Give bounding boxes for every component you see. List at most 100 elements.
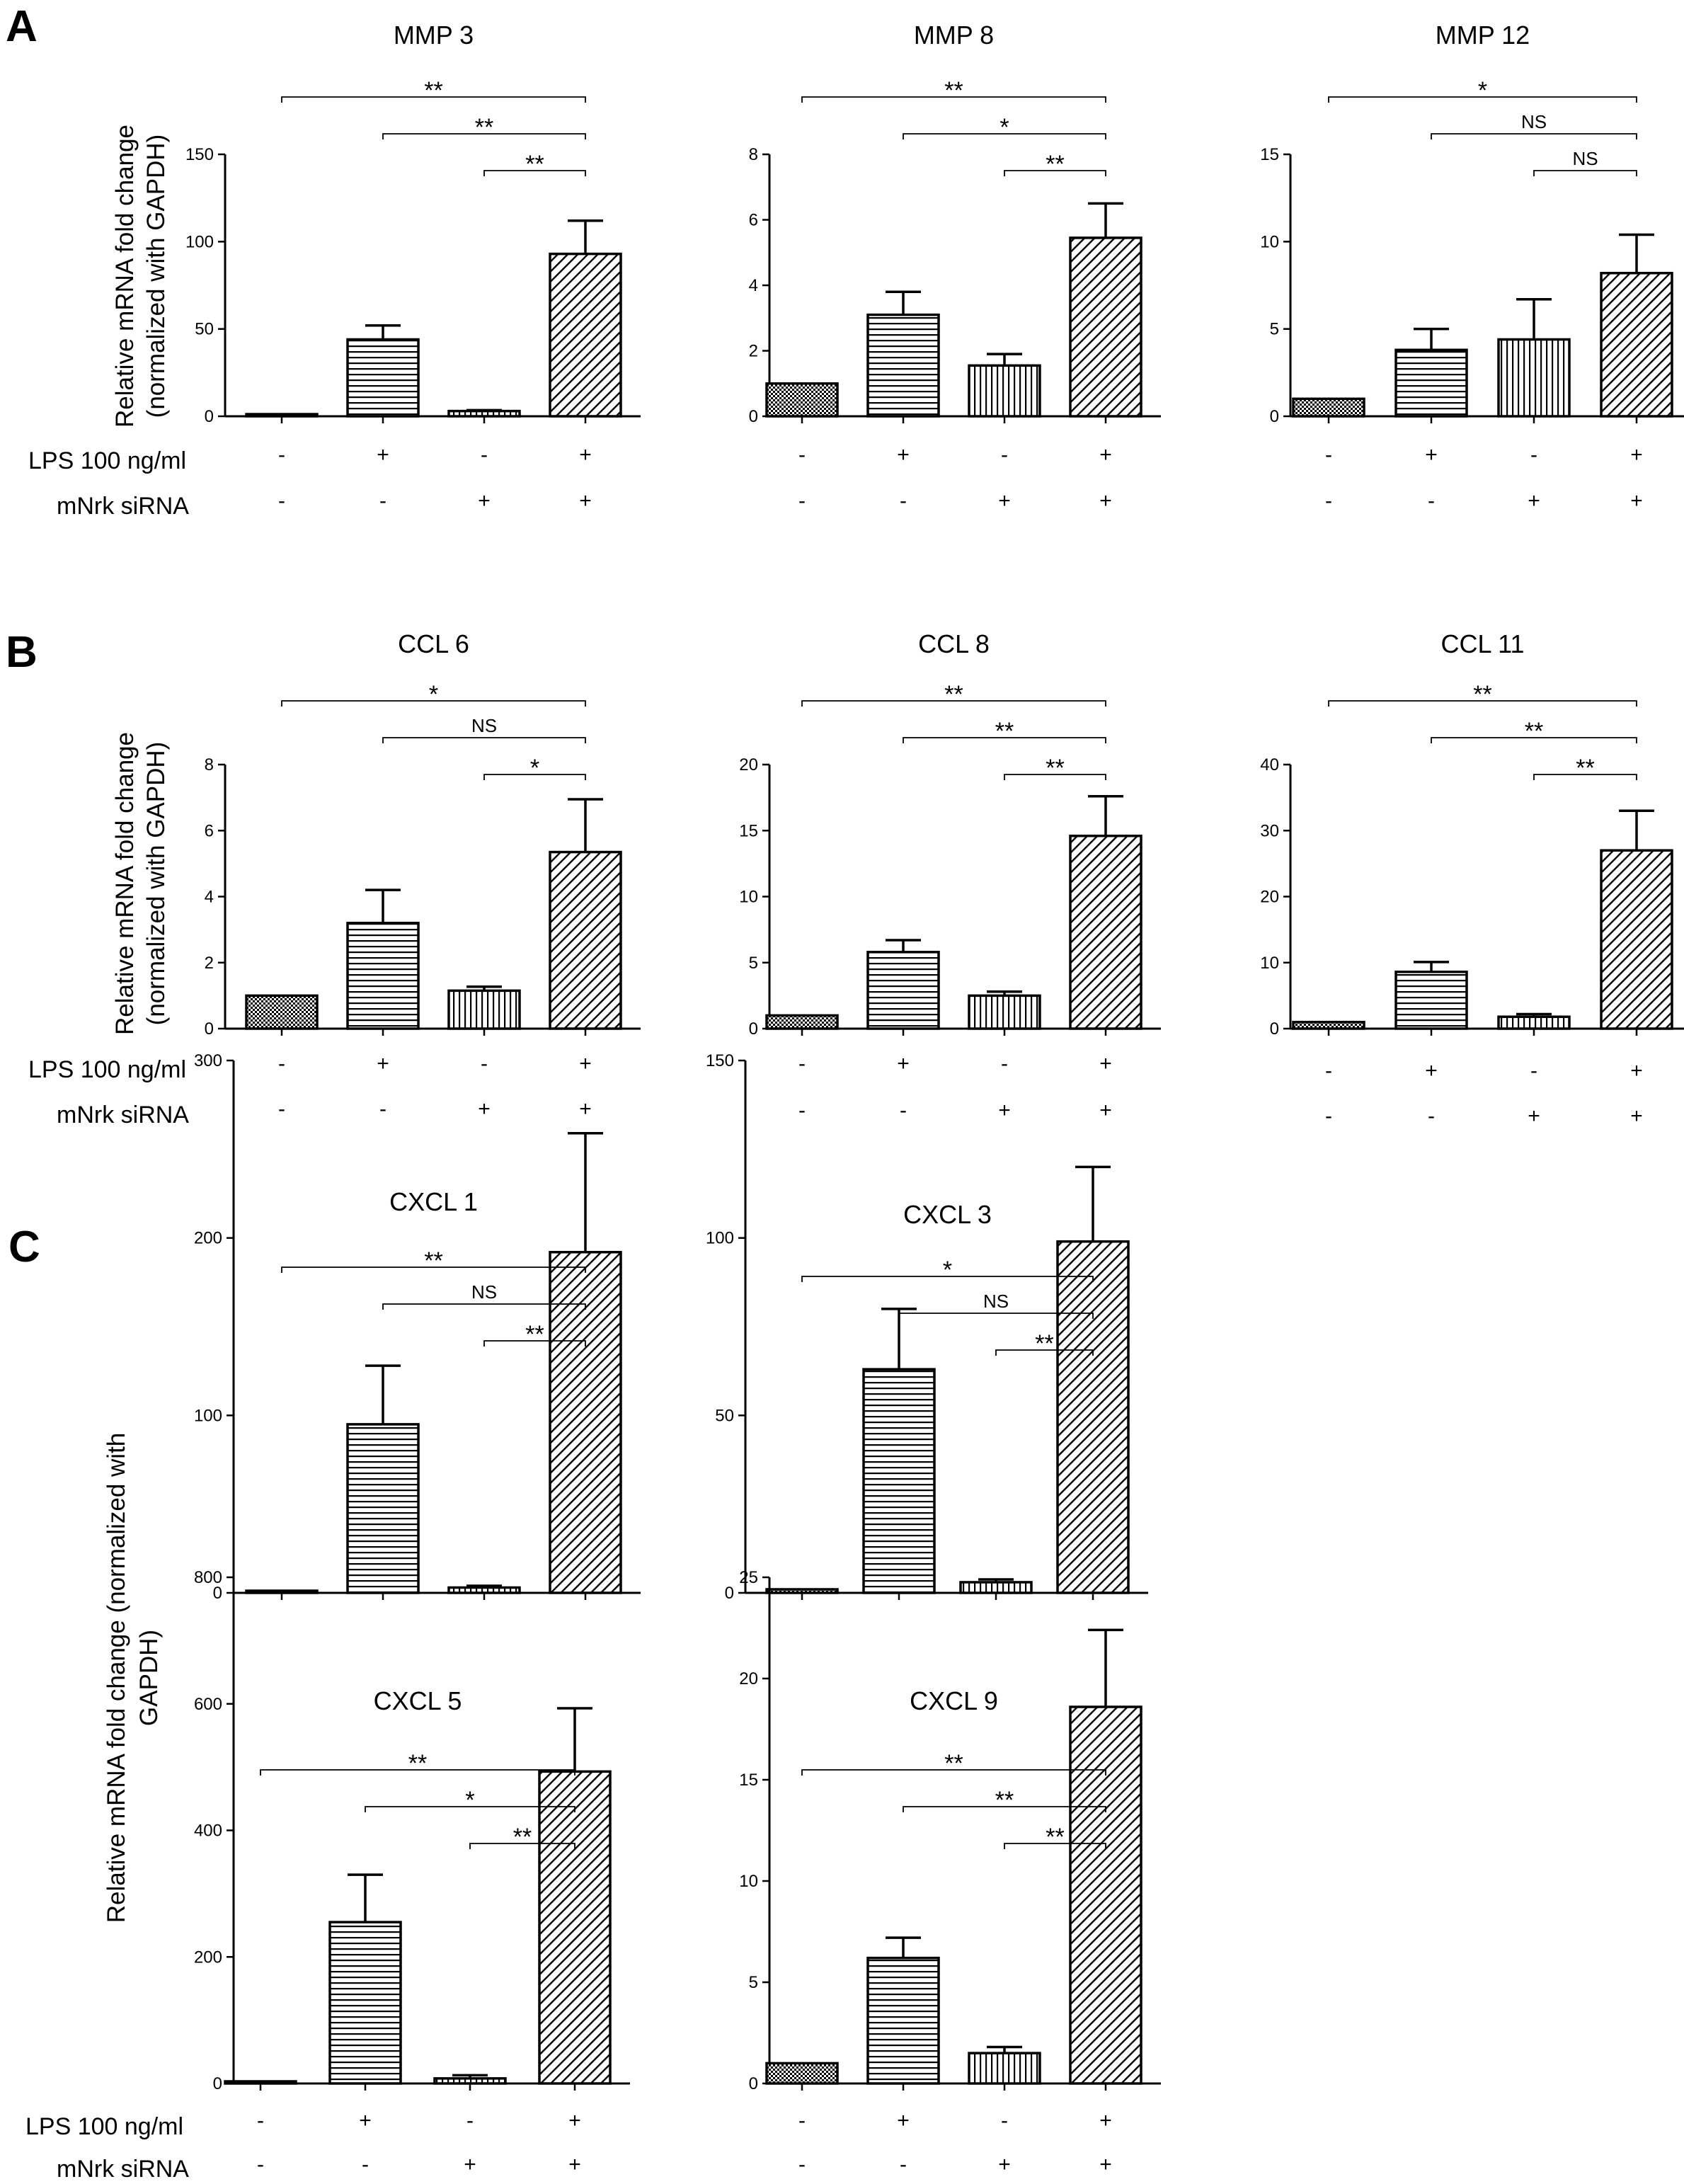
sirna-mark: - — [278, 1097, 285, 1121]
chart-ccl-11: CCL 11 0 10 20 30 40 ** ** ** - + - + - - + + — [1260, 629, 1684, 1128]
bar — [433, 2077, 507, 2085]
chart-title: CCL 6 — [398, 629, 469, 658]
y-tick-label: 5 — [1270, 320, 1279, 339]
y-tick-label: 4 — [205, 888, 214, 907]
sirna-mark: + — [579, 1097, 592, 1121]
significance-bracket — [1533, 774, 1637, 780]
y-tick-label: 0 — [205, 407, 214, 426]
panel-letter-a: A — [6, 2, 38, 51]
bar — [1069, 1705, 1142, 2085]
y-tick-label: 6 — [205, 821, 214, 840]
significance-bracket — [1328, 96, 1637, 103]
significance-label: ** — [995, 1787, 1014, 1814]
sirna-row-label-b: mNrk siRNA — [57, 1102, 189, 1128]
significance-label: NS — [471, 715, 497, 736]
sirna-row-label-c: mNrk siRNA — [57, 2156, 189, 2183]
y-tick-label: 5 — [749, 954, 758, 973]
significance-bracket — [483, 170, 586, 176]
lps-mark: - — [1325, 443, 1332, 467]
panel-b-ylabel: Relative mRNA fold change (normalized wi… — [111, 732, 170, 1035]
sirna-mark: + — [1528, 1104, 1540, 1128]
significance-bracket — [483, 774, 586, 780]
bar — [245, 1589, 319, 1594]
lps-row-label-b: LPS 100 ng/ml — [28, 1056, 186, 1083]
significance-label: * — [999, 114, 1009, 141]
y-tick-label: 150 — [185, 145, 214, 164]
lps-mark: - — [798, 2109, 806, 2132]
y-tick-label: 25 — [739, 1568, 758, 1587]
panel-a-ylabel-line1: Relative mRNA fold change — [111, 125, 139, 428]
significance-bracket — [903, 1806, 1106, 1812]
lps-mark: - — [1001, 2109, 1008, 2132]
y-tick-label: 0 — [749, 407, 758, 426]
significance-bracket — [801, 96, 1106, 103]
significance-bracket — [382, 737, 586, 743]
significance-label: ** — [1046, 151, 1064, 178]
lps-mark: + — [1630, 1059, 1643, 1082]
bar — [447, 1586, 521, 1594]
significance-label: ** — [424, 77, 442, 104]
significance-label: NS — [1572, 148, 1598, 169]
significance-label: NS — [983, 1291, 1009, 1312]
sirna-mark: - — [379, 1097, 386, 1121]
y-tick-label: 0 — [1270, 407, 1279, 426]
lps-mark: - — [481, 1052, 488, 1075]
bar — [328, 1921, 402, 2085]
sirna-mark: + — [1099, 489, 1112, 513]
significance-bracket — [281, 700, 586, 707]
significance-label: * — [429, 681, 438, 708]
chart-title: MMP 3 — [394, 21, 474, 50]
sirna-mark: + — [998, 2153, 1011, 2176]
bar — [538, 1770, 612, 2085]
y-tick-label: 50 — [195, 320, 214, 339]
lps-mark: - — [1530, 443, 1537, 467]
significance-label: ** — [1046, 1824, 1064, 1851]
significance-label: ** — [1035, 1330, 1053, 1357]
lps-mark: - — [1001, 443, 1008, 467]
lps-mark: - — [798, 443, 806, 467]
bar — [224, 2080, 297, 2085]
sirna-mark: - — [1325, 1104, 1332, 1128]
significance-bracket — [1004, 774, 1106, 780]
bar — [1069, 834, 1142, 1030]
significance-bracket — [1533, 170, 1637, 176]
bar — [447, 409, 521, 418]
significance-label: ** — [424, 1247, 442, 1274]
chart-title: CXCL 3 — [903, 1200, 992, 1229]
y-tick-label: 400 — [194, 1822, 222, 1841]
y-tick-label: 0 — [213, 2074, 222, 2093]
bar — [549, 1250, 622, 1594]
sirna-mark: + — [1528, 489, 1540, 513]
chart-cxcl-1: CXCL 1 0 100 200 300 ** NS ** — [194, 1051, 641, 1603]
significance-label: * — [530, 755, 539, 782]
y-tick-label: 20 — [1260, 888, 1279, 907]
sirna-mark: + — [478, 1097, 491, 1121]
lps-mark: + — [1425, 1059, 1438, 1082]
sirna-row-label-a: mNrk siRNA — [57, 493, 189, 520]
lps-mark: - — [481, 443, 488, 467]
y-tick-label: 0 — [749, 2074, 758, 2093]
panel-letter-b: B — [6, 628, 38, 677]
y-tick-label: 8 — [205, 755, 214, 774]
bar — [765, 1014, 839, 1030]
bar — [1600, 849, 1673, 1030]
y-tick-label: 30 — [1260, 821, 1279, 840]
sirna-mark: + — [1630, 1104, 1643, 1128]
sirna-mark: - — [798, 489, 806, 513]
chart-mmp-3: MMP 3 0 50 100 150 ** ** ** - + - + - - + + — [185, 21, 641, 513]
y-tick-label: 800 — [194, 1568, 222, 1587]
lps-mark: + — [1099, 2109, 1112, 2132]
y-tick-label: 100 — [185, 232, 214, 251]
significance-label: * — [943, 1257, 952, 1283]
lps-mark: - — [1001, 1052, 1008, 1075]
panel-c-ylabel-line1: Relative mRNA fold change (normalized wi… — [103, 1433, 130, 1923]
significance-bracket — [382, 1303, 586, 1310]
bar — [862, 1368, 936, 1594]
y-tick-label: 10 — [739, 888, 758, 907]
significance-label: ** — [944, 77, 963, 104]
chart-title: CCL 11 — [1440, 629, 1524, 658]
significance-bracket — [1431, 133, 1637, 139]
significance-bracket — [1328, 700, 1637, 707]
significance-bracket — [801, 1276, 1094, 1282]
